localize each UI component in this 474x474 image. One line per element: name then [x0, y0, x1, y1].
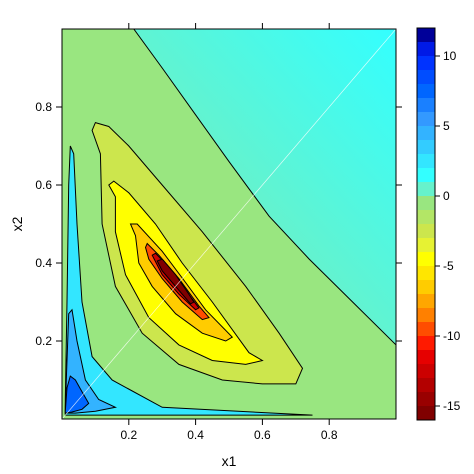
- colorbar-swatch: [417, 280, 435, 294]
- colorbar-swatch: [417, 42, 435, 56]
- y-tick-label: 0.2: [35, 334, 52, 348]
- diagonal-line: [62, 29, 396, 419]
- colorbar-swatch: [417, 56, 435, 70]
- colorbar-swatch: [417, 322, 435, 336]
- contour-level--15: [156, 258, 195, 305]
- colorbar-tick-label: -10: [443, 329, 461, 343]
- y-tick-label: 0.4: [35, 256, 52, 270]
- colorbar-swatch: [417, 182, 435, 196]
- colorbar-swatch: [417, 252, 435, 266]
- contour-level--4: [108, 180, 264, 365]
- colorbar-swatch: [417, 98, 435, 112]
- y-tick-label: 0.6: [35, 178, 52, 192]
- colorbar-swatch: [417, 336, 435, 350]
- colorbar-swatch: [417, 168, 435, 182]
- colorbar-swatch: [417, 364, 435, 378]
- x-tick-label: 0.2: [120, 428, 137, 442]
- colorbar-swatch: [417, 28, 435, 42]
- colorbar-swatch: [417, 224, 435, 238]
- x-axis-label: x1: [222, 453, 237, 469]
- colorbar-swatch: [417, 308, 435, 322]
- colorbar-swatch: [417, 350, 435, 364]
- colorbar-tick-label: -5: [443, 259, 454, 273]
- colorbar-swatch: [417, 70, 435, 84]
- colorbar-swatch: [417, 266, 435, 280]
- colorbar-tick-label: 10: [443, 49, 457, 63]
- colorbar-swatch: [417, 406, 435, 420]
- colorbar-swatch: [417, 112, 435, 126]
- contour-line-level-0: [133, 29, 396, 346]
- plot-frame: [61, 28, 397, 420]
- colorbar-tick-label: 5: [443, 119, 450, 133]
- y-axis-label: x2: [9, 216, 25, 231]
- colorbar-swatch: [417, 196, 435, 210]
- x-tick-label: 0.6: [254, 428, 271, 442]
- x-tick-label: 0.8: [321, 428, 338, 442]
- colorbar-tick-label: 0: [443, 189, 450, 203]
- colorbar-swatch: [417, 210, 435, 224]
- x-axis: 0.2 0.4 0.6 0.8: [120, 23, 338, 442]
- colorbar-swatch: [417, 238, 435, 252]
- colorbar-frame: [416, 27, 436, 421]
- plot-area: [62, 29, 396, 419]
- colorbar-swatch: [417, 154, 435, 168]
- colorbar-swatch: [417, 392, 435, 406]
- contour-level--2: [91, 121, 304, 385]
- y-tick-label: 0.8: [35, 100, 52, 114]
- x-tick-label: 0.4: [187, 428, 204, 442]
- colorbar-tick-label: -15: [443, 399, 461, 413]
- colorbar-swatch: [417, 126, 435, 140]
- colorbar: 10 5 0 -5 -10 -15: [416, 27, 461, 421]
- colorbar-swatch: [417, 294, 435, 308]
- colorbar-swatch: [417, 378, 435, 392]
- colorbar-swatch: [417, 84, 435, 98]
- contour-level-7: [64, 375, 90, 414]
- colorbar-swatch: [417, 140, 435, 154]
- y-axis: 0.2 0.4 0.6 0.8: [35, 100, 402, 348]
